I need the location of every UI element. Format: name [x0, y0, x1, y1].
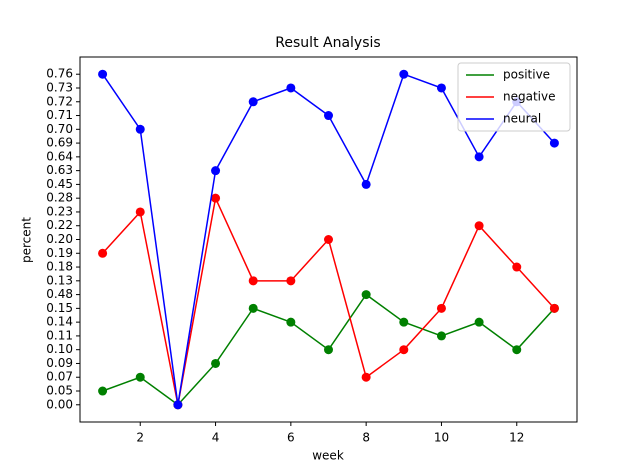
- data-point: [286, 83, 296, 93]
- data-point: [399, 345, 409, 355]
- data-point: [211, 166, 221, 176]
- data-point: [399, 69, 409, 79]
- data-point: [512, 262, 522, 272]
- data-point: [361, 372, 371, 382]
- y-tick-label: 0.15: [46, 301, 73, 315]
- data-point: [135, 372, 145, 382]
- y-tick-label: 0.72: [46, 94, 73, 108]
- x-axis-label: week: [312, 449, 344, 463]
- y-tick-label: 0.11: [46, 328, 73, 342]
- y-tick-label: 0.63: [46, 163, 73, 177]
- data-point: [436, 331, 446, 341]
- legend-label: neural: [503, 112, 541, 126]
- y-axis-label: percent: [20, 217, 34, 263]
- y-tick-label: 0.19: [46, 246, 73, 260]
- data-point: [135, 207, 145, 217]
- y-tick-label: 0.14: [46, 315, 73, 329]
- x-tick-label: 8: [362, 431, 370, 445]
- data-point: [211, 193, 221, 203]
- x-tick-label: 4: [212, 431, 220, 445]
- data-point: [512, 345, 522, 355]
- y-tick-label: 0.20: [46, 232, 73, 246]
- data-point: [474, 317, 484, 327]
- legend-label: positive: [503, 68, 550, 82]
- y-tick-label: 0.05: [46, 384, 73, 398]
- data-point: [474, 152, 484, 162]
- y-tick-label: 0.70: [46, 122, 73, 136]
- y-tick-label: 0.64: [46, 149, 73, 163]
- y-tick-label: 0.76: [46, 67, 73, 81]
- data-point: [211, 358, 221, 368]
- data-point: [248, 303, 258, 313]
- y-tick-label: 0.69: [46, 136, 73, 150]
- data-point: [248, 276, 258, 286]
- x-tick-label: 2: [136, 431, 144, 445]
- data-point: [98, 248, 108, 258]
- data-point: [286, 317, 296, 327]
- data-point: [399, 317, 409, 327]
- y-tick-label: 0.18: [46, 260, 73, 274]
- x-tick-label: 6: [287, 431, 295, 445]
- data-point: [135, 124, 145, 134]
- legend-label: negative: [503, 90, 555, 104]
- y-tick-label: 0.71: [46, 108, 73, 122]
- data-point: [324, 111, 333, 121]
- y-tick-label: 0.09: [46, 356, 73, 370]
- data-point: [361, 290, 371, 300]
- data-point: [361, 179, 371, 189]
- data-point: [286, 276, 296, 286]
- y-tick-label: 0.13: [46, 273, 73, 287]
- y-tick-label: 0.23: [46, 204, 73, 218]
- data-point: [436, 83, 446, 93]
- data-point: [549, 138, 559, 148]
- data-point: [98, 69, 108, 79]
- data-point: [324, 235, 333, 244]
- y-tick-label: 0.00: [46, 397, 73, 411]
- y-tick-label: 0.07: [46, 370, 73, 384]
- y-tick-label: 0.45: [46, 177, 73, 191]
- series-line: [102, 195, 555, 405]
- data-point: [436, 303, 446, 313]
- legend-box: [457, 62, 571, 132]
- x-tick-label: 10: [434, 431, 449, 445]
- y-tick-label: 0.22: [46, 218, 73, 232]
- x-tick-label: 12: [509, 431, 524, 445]
- data-point: [173, 400, 183, 410]
- data-point: [474, 221, 484, 231]
- y-tick-label: 0.28: [46, 191, 73, 205]
- data-point: [248, 97, 258, 107]
- y-tick-label: 0.48: [46, 287, 73, 301]
- chart-title: Result Analysis: [275, 35, 380, 51]
- data-point: [98, 386, 108, 396]
- y-tick-label: 0.73: [46, 80, 73, 94]
- data-point: [549, 303, 559, 313]
- y-tick-label: 0.10: [46, 342, 73, 356]
- data-point: [324, 345, 333, 355]
